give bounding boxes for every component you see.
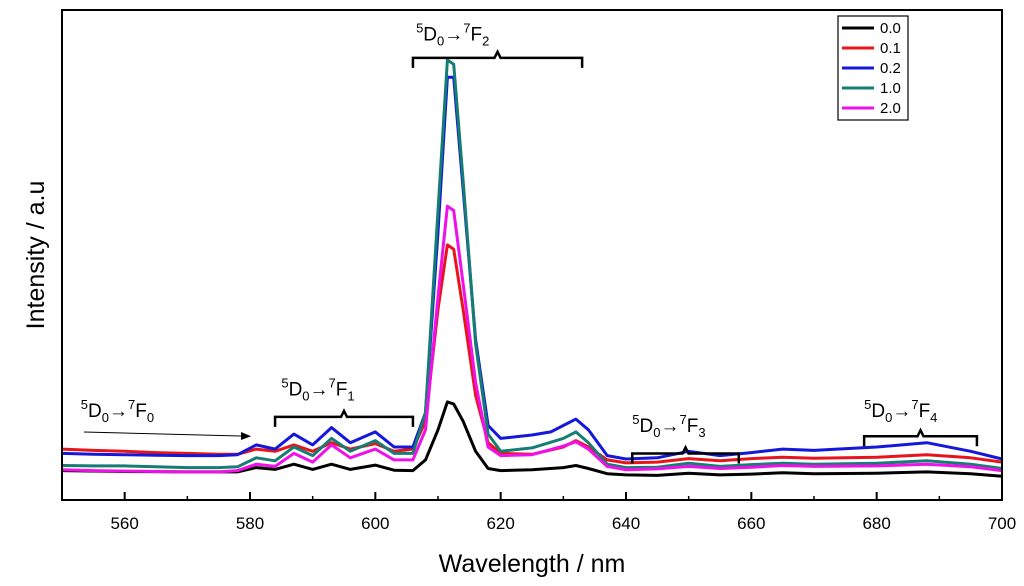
x-axis-title: Wavelength / nm — [439, 550, 626, 578]
series-line-2-0 — [61, 204, 1003, 474]
x-tick-label: 620 — [486, 514, 514, 533]
transition-label: 5D0→7F1 — [281, 375, 354, 403]
bracket — [411, 49, 584, 68]
x-tick-label: 600 — [361, 514, 389, 533]
x-tick-label: 560 — [110, 514, 138, 533]
series-line-1-0 — [61, 58, 1003, 470]
annotations: 5D0→7F0 5D0→7F1 5D0→7F2 5D0→7F3 5D0→7F4 — [81, 21, 979, 464]
legend: 0.0 0.1 0.2 1.0 2.0 — [837, 15, 909, 121]
pointer-arrow — [83, 431, 251, 441]
y-axis-title: Intensity / a.u — [22, 181, 50, 330]
plot-frame — [61, 9, 1003, 501]
series-line-0-0 — [61, 400, 1003, 478]
transition-label: 5D0→7F0 — [81, 397, 154, 425]
x-tick-label: 680 — [862, 514, 890, 533]
legend-label: 1.0 — [880, 80, 901, 97]
bracket — [862, 427, 979, 447]
x-axis: 560 580 600 620 640 660 680 700 — [61, 492, 1016, 533]
transition-label: 5D0→7F2 — [416, 21, 489, 49]
x-tick-label: 700 — [988, 514, 1016, 533]
annotation-f2: 5D0→7F2 — [411, 21, 584, 68]
legend-label: 0.0 — [880, 20, 901, 37]
bracket — [273, 408, 415, 427]
x-tick-label: 660 — [737, 514, 765, 533]
legend-label: 0.1 — [880, 40, 901, 57]
legend-label: 0.2 — [880, 60, 901, 77]
legend-label: 2.0 — [880, 100, 901, 117]
series-line-0-2 — [61, 75, 1003, 461]
x-tick-label: 640 — [612, 514, 640, 533]
bracket — [631, 444, 741, 464]
annotation-f0: 5D0→7F0 — [81, 397, 251, 441]
annotation-f4: 5D0→7F4 — [862, 397, 979, 447]
annotation-f3: 5D0→7F3 — [631, 412, 741, 464]
transition-label: 5D0→7F4 — [864, 397, 937, 425]
series-layer — [61, 58, 1003, 478]
series-line-0-1 — [61, 243, 1003, 465]
transition-label: 5D0→7F3 — [632, 412, 705, 440]
x-tick-label: 580 — [236, 514, 264, 533]
annotation-f1: 5D0→7F1 — [273, 375, 415, 427]
